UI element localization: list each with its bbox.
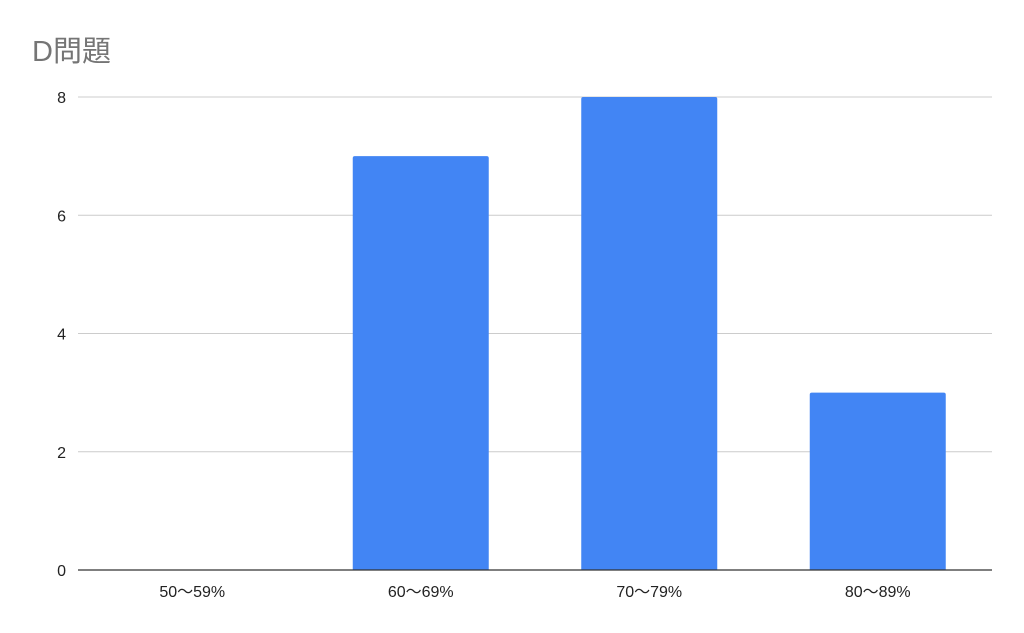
bar xyxy=(809,392,946,570)
chart-title: D問題 xyxy=(32,36,111,68)
x-tick-label: 70〜79% xyxy=(616,584,682,601)
y-tick-label: 0 xyxy=(57,563,66,580)
bar xyxy=(352,156,489,570)
y-tick-label: 8 xyxy=(57,90,66,107)
x-tick-label: 50〜59% xyxy=(159,584,225,601)
y-tick-label: 2 xyxy=(57,445,66,462)
y-tick-label: 4 xyxy=(57,327,66,344)
y-tick-label: 6 xyxy=(57,208,66,225)
x-tick-label: 60〜69% xyxy=(388,584,454,601)
x-tick-label: 80〜89% xyxy=(845,584,911,601)
bar xyxy=(581,97,718,570)
